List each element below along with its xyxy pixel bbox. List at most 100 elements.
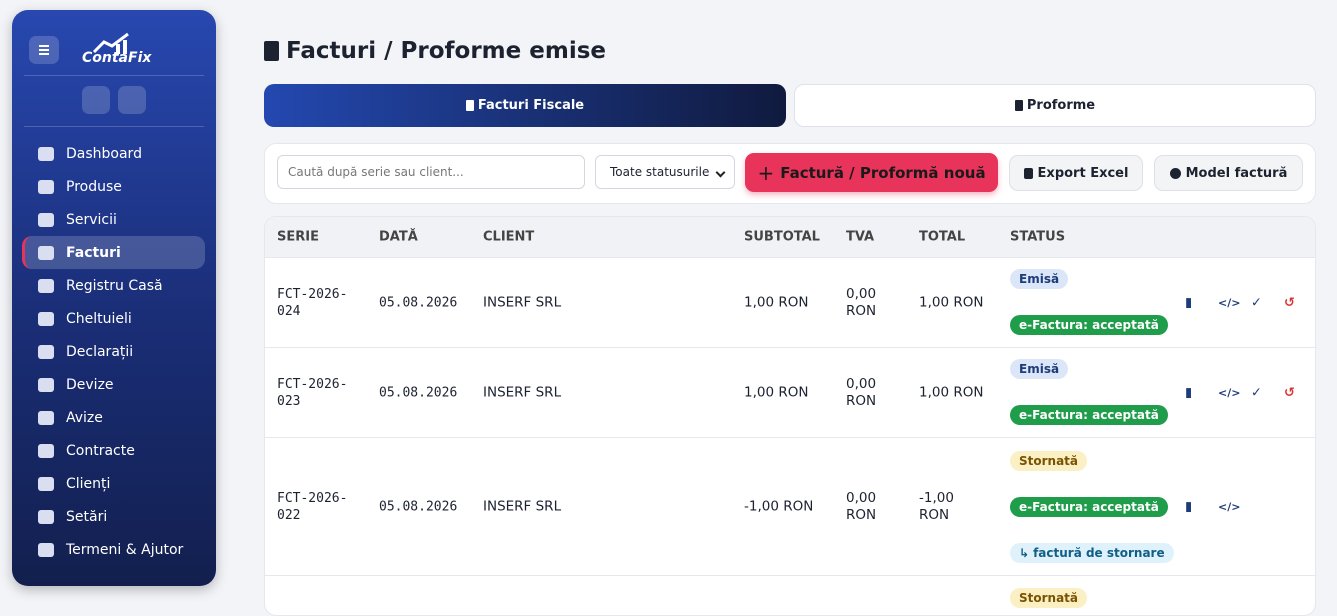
- pdf-action[interactable]: ▮: [1185, 295, 1193, 310]
- confirm-action[interactable]: ✓: [1251, 295, 1262, 310]
- cell-data: 05.08.2026: [379, 295, 458, 310]
- search-input[interactable]: Caută după serie sau client...: [277, 155, 585, 189]
- cell-total: 1,00 RON: [919, 384, 984, 400]
- logo-icon: [92, 32, 129, 54]
- status-badge: Stornată: [1010, 588, 1088, 608]
- cell-serie: FCT-2026-023: [277, 376, 348, 409]
- nav-item[interactable]: Clienți: [22, 467, 205, 500]
- status-badge: e-Factura: acceptată: [1010, 315, 1168, 335]
- badge-icon: ↳: [1019, 546, 1030, 560]
- nav-label: Avize: [66, 409, 103, 426]
- confirm-action[interactable]: ✓: [1251, 385, 1262, 400]
- cell-data: 05.08.2026: [379, 385, 458, 400]
- nav-item[interactable]: Facturi: [22, 236, 205, 269]
- tab[interactable]: Proforme: [794, 84, 1316, 127]
- new-invoice-button[interactable]: + Factură / Proformă nouă: [745, 153, 998, 192]
- revert-action[interactable]: ↺: [1284, 295, 1295, 310]
- nav-icon: [38, 410, 54, 425]
- nav-icon: [38, 245, 54, 260]
- column-header: TVA: [846, 229, 875, 245]
- tab-active[interactable]: Facturi Fiscale: [264, 84, 786, 127]
- nav-item[interactable]: Cheltuieli: [22, 302, 205, 335]
- nav-item[interactable]: Avize: [22, 401, 205, 434]
- nav-label: Facturi: [66, 244, 121, 261]
- export-button[interactable]: Export Excel: [1009, 155, 1143, 191]
- cell-data: 05.08.2026: [379, 499, 458, 514]
- badge-text: e-Factura: acceptată: [1019, 500, 1159, 514]
- cell-client: INSERF SRL: [483, 384, 562, 400]
- nav-item[interactable]: Servicii: [22, 203, 205, 236]
- xml-action[interactable]: </>: [1218, 386, 1241, 399]
- cell-serie: FCT-2026-024: [277, 286, 348, 319]
- nav-icon: [38, 542, 54, 557]
- nav-label: Contracte: [66, 442, 135, 459]
- cell-serie: FCT-2026-022: [277, 490, 348, 523]
- badge-text: e-Factura: acceptată: [1019, 318, 1159, 332]
- nav-label: Produse: [66, 178, 122, 195]
- status-badge: ↳ factură de stornare: [1010, 543, 1174, 563]
- badge-text: factură de stornare: [1033, 546, 1165, 560]
- nav-label: Devize: [66, 376, 114, 393]
- cell-client: INSERF SRL: [483, 498, 562, 514]
- page-title: Facturi / Proforme emise: [264, 38, 606, 64]
- nav-icon: [38, 509, 54, 524]
- nav-label: Clienți: [66, 475, 111, 492]
- divider: [24, 75, 204, 76]
- title-text: Facturi / Proforme emise: [286, 38, 606, 64]
- nav-item[interactable]: Contracte: [22, 434, 205, 467]
- nav-label: Dashboard: [66, 145, 142, 162]
- cell-tva: 0,00 RON: [846, 489, 877, 523]
- theme-toggle[interactable]: [82, 86, 110, 114]
- brand: ContaFix: [82, 50, 152, 66]
- table-row: FCT-2026-024 05.08.2026 INSERF SRL 1,00 RON…: [265, 257, 1315, 347]
- cell-subtotal: 1,00 RON: [744, 294, 809, 310]
- cell-tva: 0,00 RON: [846, 285, 877, 319]
- nav-icon: [38, 443, 54, 458]
- toolbar: Caută după serie sau client... Toate sta…: [264, 143, 1316, 204]
- nav-icon: [38, 476, 54, 491]
- nav-icon: [38, 146, 54, 161]
- nav-item[interactable]: Dashboard: [22, 137, 205, 170]
- xml-action[interactable]: </>: [1218, 500, 1241, 513]
- button-label: Model factură: [1185, 165, 1288, 181]
- status-badge: Stornată: [1010, 451, 1088, 471]
- sidebar: ContaFix Dashboard Produse Servicii Facturi…: [12, 10, 216, 586]
- nav-item[interactable]: Declarații: [22, 335, 205, 368]
- badge-text: e-Factura: acceptată: [1019, 408, 1159, 422]
- nav: Dashboard Produse Servicii Facturi Registru …: [22, 137, 205, 566]
- nav-item[interactable]: Produse: [22, 170, 205, 203]
- badge-text: Stornată: [1019, 454, 1079, 468]
- status-badge: e-Factura: acceptată: [1010, 405, 1168, 425]
- nav-item[interactable]: Termeni & Ajutor: [22, 533, 205, 566]
- nav-label: Declarații: [66, 343, 134, 360]
- invoice-table: SERIE DATĂ CLIENT SUBTOTAL TVA TOTAL STATUS FC…: [264, 216, 1316, 616]
- nav-item[interactable]: Setări: [22, 500, 205, 533]
- column-header: SUBTOTAL: [744, 229, 820, 245]
- status-select[interactable]: Toate statusurile: [595, 155, 735, 189]
- status-badge: Emisă: [1010, 359, 1069, 379]
- column-header: TOTAL: [919, 229, 966, 245]
- nav-label: Termeni & Ajutor: [66, 541, 184, 558]
- xml-action[interactable]: </>: [1218, 296, 1241, 309]
- nav-label: Cheltuieli: [66, 310, 132, 327]
- tab-label: Proforme: [1026, 98, 1096, 113]
- page: ContaFix Dashboard Produse Servicii Facturi…: [0, 0, 1337, 597]
- nav-icon: [38, 179, 54, 194]
- menu-toggle[interactable]: [29, 36, 59, 64]
- badge-text: Stornată: [1019, 591, 1079, 605]
- status-badge: Emisă: [1010, 269, 1069, 289]
- column-header: CLIENT: [483, 229, 535, 245]
- button-label: Export Excel: [1037, 165, 1129, 181]
- nav-item[interactable]: Registru Casă: [22, 269, 205, 302]
- nav-icon: [38, 212, 54, 227]
- pdf-action[interactable]: ▮: [1185, 385, 1193, 400]
- cell-tva: 0,00 RON: [846, 375, 877, 409]
- pdf-action[interactable]: ▮: [1185, 499, 1193, 514]
- logout-button[interactable]: [118, 86, 146, 114]
- table-row: FCT-2026-022 05.08.2026 INSERF SRL -1,00 RO…: [265, 437, 1315, 575]
- model-button[interactable]: Model factură: [1154, 155, 1303, 191]
- nav-icon: [38, 344, 54, 359]
- nav-item[interactable]: Devize: [22, 368, 205, 401]
- revert-action[interactable]: ↺: [1284, 385, 1295, 400]
- nav-icon: [38, 377, 54, 392]
